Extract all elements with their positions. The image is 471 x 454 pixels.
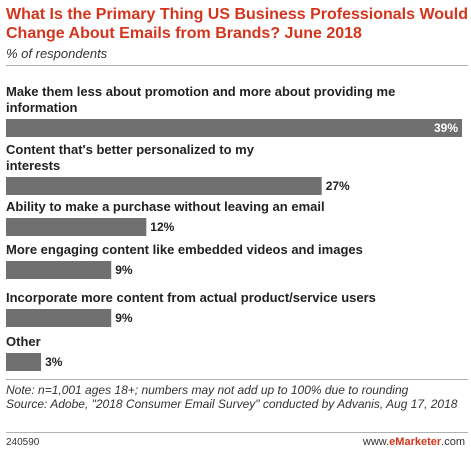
source-text: Source: Adobe, "2018 Consumer Email Surv… — [6, 397, 458, 411]
category-label: Incorporate more content from actual pro… — [6, 290, 376, 305]
chart-title: What Is the Primary Thing US Business Pr… — [6, 6, 469, 42]
category-label: Ability to make a purchase without leavi… — [6, 199, 325, 214]
chart-notes: Note: n=1,001 ages 18+; numbers may not … — [6, 383, 468, 411]
bottom-divider — [6, 379, 468, 380]
brand-prefix: www. — [362, 436, 390, 448]
category-label: information — [6, 100, 78, 115]
chart-id: 240590 — [6, 437, 40, 448]
top-divider — [6, 65, 468, 66]
bar — [6, 261, 112, 279]
note-text: Note: n=1,001 ages 18+; numbers may not … — [6, 383, 409, 397]
bar — [6, 353, 42, 371]
chart-subtitle: % of respondents — [6, 46, 108, 61]
footer-divider — [6, 432, 468, 433]
category-label: Other — [6, 334, 41, 349]
category-label: Make them less about promotion and more … — [6, 84, 395, 99]
bar — [6, 119, 462, 137]
brand-name: eMarketer — [389, 436, 442, 448]
brand-link[interactable]: www.eMarketer.com — [363, 436, 465, 448]
category-label: More engaging content like embedded vide… — [6, 242, 363, 257]
bar-value-label: 9% — [115, 263, 133, 277]
bar-value-label: 3% — [45, 355, 63, 369]
bar — [6, 218, 147, 236]
bar-value-label: 27% — [326, 179, 350, 193]
category-label: Content that's better personalized to my — [6, 142, 255, 157]
brand-suffix: .com — [441, 436, 465, 448]
bar-value-label: 12% — [150, 220, 174, 234]
bar-value-label: 9% — [115, 311, 133, 325]
bar-chart: Make them less about promotion and more … — [6, 84, 462, 371]
bar — [6, 309, 112, 327]
bar — [6, 177, 322, 195]
bar-value-label: 39% — [434, 121, 458, 135]
category-label: interests — [6, 158, 60, 173]
